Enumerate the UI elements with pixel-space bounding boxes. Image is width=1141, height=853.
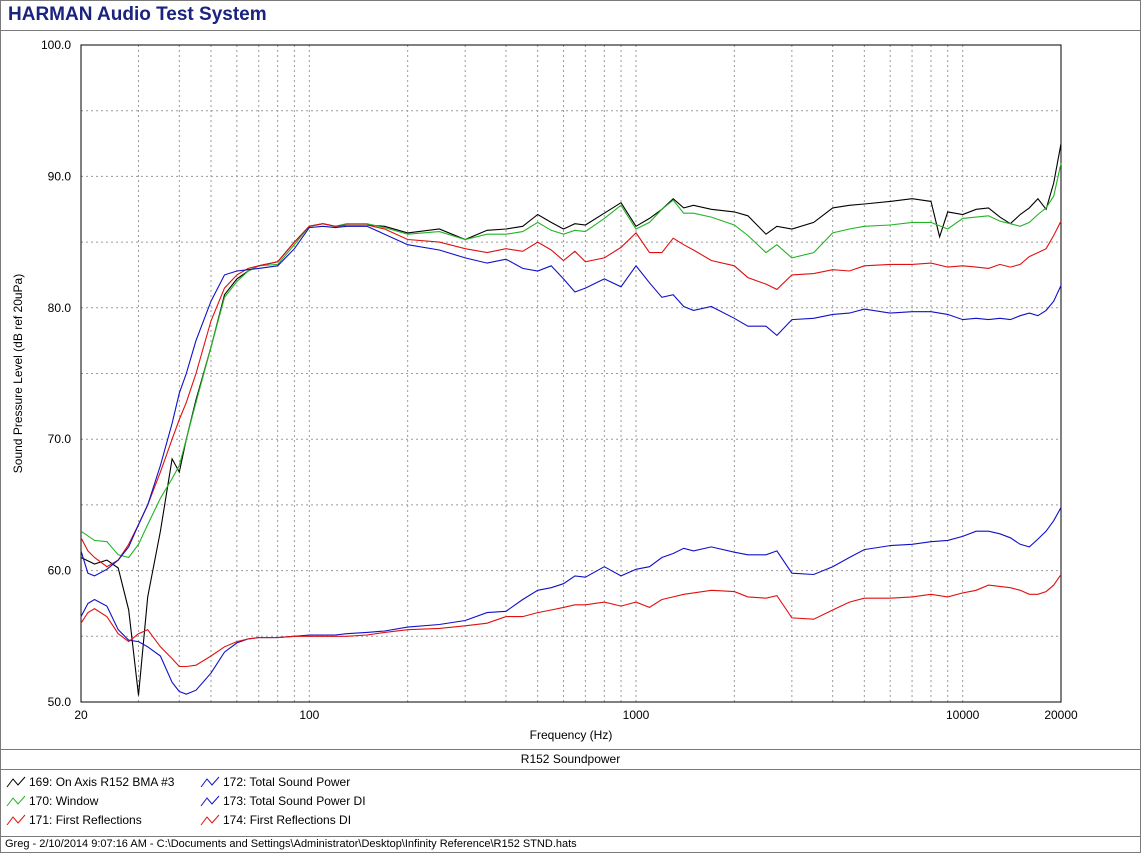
tick-labels: 20 100 1000 10000 20000 50.0 60.0 70.0 80.0 90.0 1… — [41, 38, 1078, 722]
legend-swatch-line — [200, 776, 220, 788]
legend: 169: On Axis R152 BMA #3 170: Window 171: … — [1, 770, 1140, 837]
legend-swatch — [6, 814, 26, 826]
x-tick-label: 20000 — [1044, 708, 1078, 722]
series-line-5 — [80, 507, 1062, 695]
frequency-response-chart: 20 100 1000 10000 20000 50.0 60.0 70.0 80.0 90.0 1… — [11, 38, 1078, 742]
y-tick-label: 50.0 — [48, 695, 72, 709]
y-tick-label: 100.0 — [41, 38, 71, 52]
legend-swatch-line — [6, 795, 26, 807]
legend-swatch-line — [6, 814, 26, 826]
legend-label: 172: Total Sound Power — [223, 775, 351, 789]
y-tick-label: 60.0 — [48, 564, 72, 578]
x-tick-label: 100 — [299, 708, 319, 722]
app-title: HARMAN Audio Test System — [8, 4, 267, 25]
legend-swatch-line — [200, 814, 220, 826]
y-axis-label: Sound Pressure Level (dB ref 20uPa) — [11, 274, 25, 473]
title-bar: HARMAN Audio Test System — [1, 1, 1140, 31]
x-tick-label: 20 — [74, 708, 88, 722]
y-tick-label: 80.0 — [48, 301, 72, 315]
chart-caption: R152 Soundpower — [1, 750, 1140, 770]
legend-swatch — [6, 795, 26, 807]
series-line-1 — [80, 143, 1062, 696]
plot-area — [80, 44, 1062, 703]
series-line-2 — [80, 163, 1062, 559]
legend-label: 169: On Axis R152 BMA #3 — [29, 775, 175, 789]
y-tick-label: 90.0 — [48, 169, 72, 183]
series-line-4 — [80, 225, 1062, 577]
plot-panel: 20 100 1000 10000 20000 50.0 60.0 70.0 80.0 90.0 1… — [1, 31, 1140, 750]
y-tick-label: 70.0 — [48, 432, 72, 446]
x-tick-label: 10000 — [946, 708, 980, 722]
series-line-6 — [80, 574, 1062, 668]
series-group — [80, 143, 1062, 696]
legend-swatch — [200, 814, 220, 826]
x-tick-label: 1000 — [623, 708, 650, 722]
legend-swatch — [6, 776, 26, 788]
status-footer: Greg - 2/10/2014 9:07:16 AM - C:\Documen… — [5, 838, 577, 850]
x-axis-label: Frequency (Hz) — [530, 728, 613, 742]
series-line-3 — [80, 220, 1062, 568]
legend-label: 173: Total Sound Power DI — [223, 794, 366, 808]
legend-swatch-line — [200, 795, 220, 807]
chart-grid — [81, 45, 1061, 702]
legend-swatch — [200, 776, 220, 788]
legend-label: 171: First Reflections — [29, 813, 142, 827]
legend-label: 170: Window — [29, 794, 99, 808]
legend-swatch — [200, 795, 220, 807]
legend-label: 174: First Reflections DI — [223, 813, 352, 827]
legend-swatch-line — [6, 776, 26, 788]
